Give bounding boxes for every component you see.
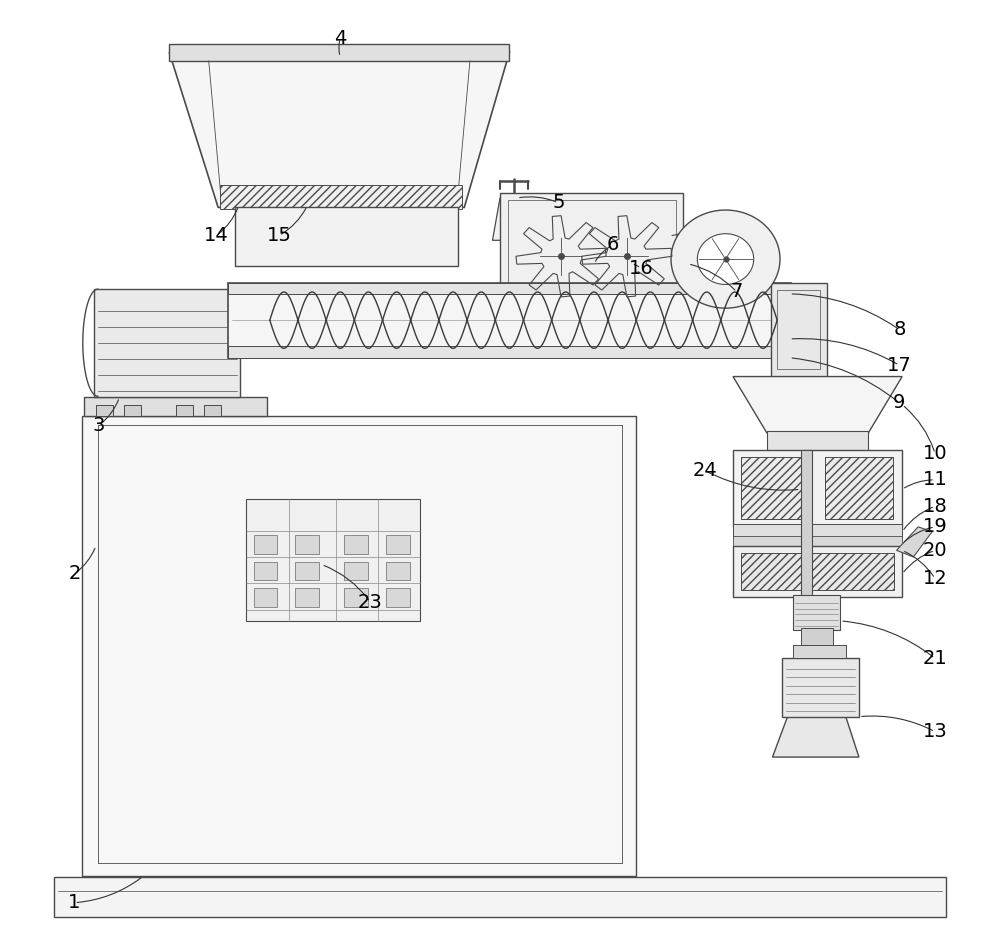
Text: 5: 5 (552, 193, 565, 213)
Text: 14: 14 (204, 226, 229, 245)
Bar (344, 588, 368, 607)
Text: 21: 21 (923, 649, 947, 668)
Polygon shape (772, 717, 859, 758)
Text: 12: 12 (923, 569, 947, 588)
Text: 20: 20 (923, 541, 947, 560)
Text: 10: 10 (923, 444, 947, 463)
Bar (246, 499, 420, 621)
Text: 15: 15 (267, 226, 292, 245)
Polygon shape (733, 376, 902, 433)
Bar (386, 562, 410, 581)
Bar (176, 405, 193, 416)
Text: 7: 7 (731, 282, 743, 301)
Bar (96, 405, 113, 416)
Bar (741, 457, 808, 519)
Bar (254, 535, 277, 554)
Bar (94, 289, 240, 397)
Bar (124, 405, 141, 416)
Bar (801, 629, 833, 646)
Bar (82, 416, 636, 876)
Bar (54, 877, 946, 917)
Bar (228, 346, 791, 358)
Bar (344, 562, 368, 581)
Bar (228, 282, 791, 358)
Bar (500, 193, 683, 315)
Text: 17: 17 (887, 356, 912, 375)
Text: 18: 18 (923, 497, 947, 516)
Text: 2: 2 (68, 565, 81, 583)
Text: 23: 23 (358, 593, 383, 612)
Text: 8: 8 (893, 320, 906, 339)
Polygon shape (697, 233, 754, 284)
Text: 19: 19 (923, 518, 947, 536)
Bar (235, 207, 458, 265)
Text: 13: 13 (923, 722, 947, 742)
Text: 16: 16 (629, 259, 653, 278)
Bar (505, 238, 523, 282)
Text: 9: 9 (893, 393, 906, 412)
Bar (220, 184, 462, 209)
Bar (782, 659, 859, 717)
Bar (295, 562, 319, 581)
Bar (825, 457, 893, 519)
Bar (508, 199, 676, 309)
Bar (169, 44, 509, 61)
Bar (793, 646, 846, 659)
Text: 3: 3 (93, 416, 105, 435)
Bar (767, 431, 868, 452)
Bar (733, 450, 902, 527)
Bar (801, 450, 812, 527)
Bar (733, 524, 902, 538)
Polygon shape (169, 53, 509, 207)
Bar (733, 536, 902, 548)
Bar (295, 588, 319, 607)
Bar (228, 282, 791, 294)
Polygon shape (897, 527, 932, 557)
Bar (771, 282, 827, 376)
Bar (741, 553, 894, 590)
Text: 24: 24 (692, 461, 717, 480)
Text: 11: 11 (923, 470, 947, 489)
Bar (239, 332, 272, 353)
Text: 1: 1 (68, 893, 81, 912)
Bar (801, 450, 812, 598)
Bar (386, 588, 410, 607)
Bar (344, 535, 368, 554)
Bar (204, 405, 221, 416)
Text: 6: 6 (607, 235, 619, 254)
Bar (295, 535, 319, 554)
Polygon shape (492, 198, 538, 240)
Bar (254, 588, 277, 607)
Bar (517, 315, 538, 341)
Bar (793, 595, 840, 630)
Bar (254, 562, 277, 581)
Text: 4: 4 (334, 29, 346, 48)
Bar (648, 315, 669, 341)
Bar (386, 535, 410, 554)
Bar (777, 290, 820, 369)
Polygon shape (671, 210, 780, 308)
Bar (733, 546, 902, 598)
Bar (84, 397, 267, 416)
